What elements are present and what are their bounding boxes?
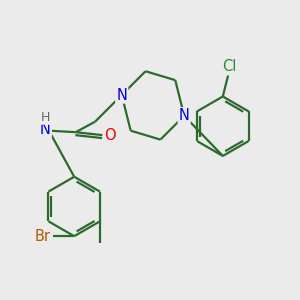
Text: Br: Br bbox=[35, 229, 51, 244]
Text: N: N bbox=[116, 88, 127, 103]
Text: N: N bbox=[40, 122, 51, 137]
Text: Cl: Cl bbox=[222, 59, 236, 74]
Text: N: N bbox=[179, 108, 190, 123]
Text: H: H bbox=[41, 111, 50, 124]
Text: O: O bbox=[104, 128, 116, 142]
